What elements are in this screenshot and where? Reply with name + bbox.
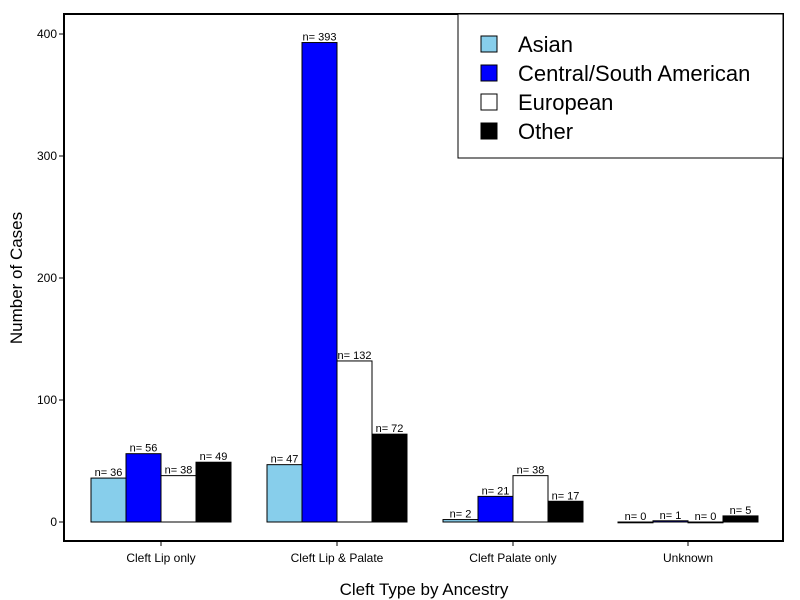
legend-label: Asian xyxy=(518,32,573,57)
bar-value-label: n= 0 xyxy=(695,511,717,523)
bar-european xyxy=(160,475,197,523)
y-tick-label: 300 xyxy=(37,149,57,163)
x-tick-label: Cleft Lip only xyxy=(126,551,195,565)
bar-central-south-american xyxy=(477,495,514,523)
y-tick-label: 400 xyxy=(37,27,57,41)
bar-value-label: n= 47 xyxy=(271,454,299,466)
bar-asian xyxy=(90,477,127,523)
bar-other xyxy=(371,433,408,523)
bar-central-south-american xyxy=(125,453,162,523)
bar-value-label: n= 38 xyxy=(165,465,193,477)
legend: Asian Central/South American European Other xyxy=(457,13,784,159)
bars-group xyxy=(90,42,759,524)
y-axis-title: Number of Cases xyxy=(7,212,26,344)
legend-label: Central/South American xyxy=(518,61,750,86)
bar-value-label: n= 393 xyxy=(303,32,337,44)
legend-label: European xyxy=(518,90,613,115)
bar-value-label: n= 36 xyxy=(95,467,123,479)
bar-central-south-american xyxy=(652,520,689,523)
bar-value-label: n= 0 xyxy=(625,511,647,523)
bar-european xyxy=(336,360,373,523)
bar-asian xyxy=(266,464,303,523)
bar-value-label: n= 17 xyxy=(552,490,580,502)
legend-swatch xyxy=(480,35,498,53)
x-tick-label: Unknown xyxy=(663,551,713,565)
legend-box xyxy=(457,13,784,159)
bar-other xyxy=(195,461,232,523)
bar-other xyxy=(722,515,759,523)
legend-swatch xyxy=(480,64,498,82)
bar-value-label: n= 38 xyxy=(517,465,545,477)
y-tick-label: 200 xyxy=(37,271,57,285)
bar-value-label: n= 132 xyxy=(338,350,372,362)
x-axis-title: Cleft Type by Ancestry xyxy=(340,580,509,599)
bar-value-label: n= 56 xyxy=(130,443,158,455)
x-axis: Cleft Lip only Cleft Lip & Palate Cleft Pa… xyxy=(126,541,713,565)
x-tick-label: Cleft Lip & Palate xyxy=(291,551,384,565)
bar-value-label: n= 5 xyxy=(730,505,752,517)
bar-value-label: n= 21 xyxy=(482,485,510,497)
legend-swatch xyxy=(480,93,498,111)
bar-value-label: n= 49 xyxy=(200,451,228,463)
legend-swatch xyxy=(480,122,498,140)
x-tick-label: Cleft Palate only xyxy=(469,551,556,565)
legend-label: Other xyxy=(518,119,573,144)
bar-european xyxy=(512,475,549,523)
y-tick-label: 0 xyxy=(50,515,57,529)
bar-other xyxy=(547,500,584,523)
bar-value-label: n= 1 xyxy=(660,510,682,522)
y-axis: 0 100 200 300 400 xyxy=(37,27,64,529)
bar-value-label: n= 2 xyxy=(450,509,472,521)
bar-central-south-american xyxy=(301,42,338,523)
bar-value-label: n= 72 xyxy=(376,423,404,435)
y-tick-label: 100 xyxy=(37,393,57,407)
data-labels-group: n= 36 n= 56 n= 38 n= 49 n= 47 n= 393 n= 132 n= … xyxy=(95,32,752,523)
